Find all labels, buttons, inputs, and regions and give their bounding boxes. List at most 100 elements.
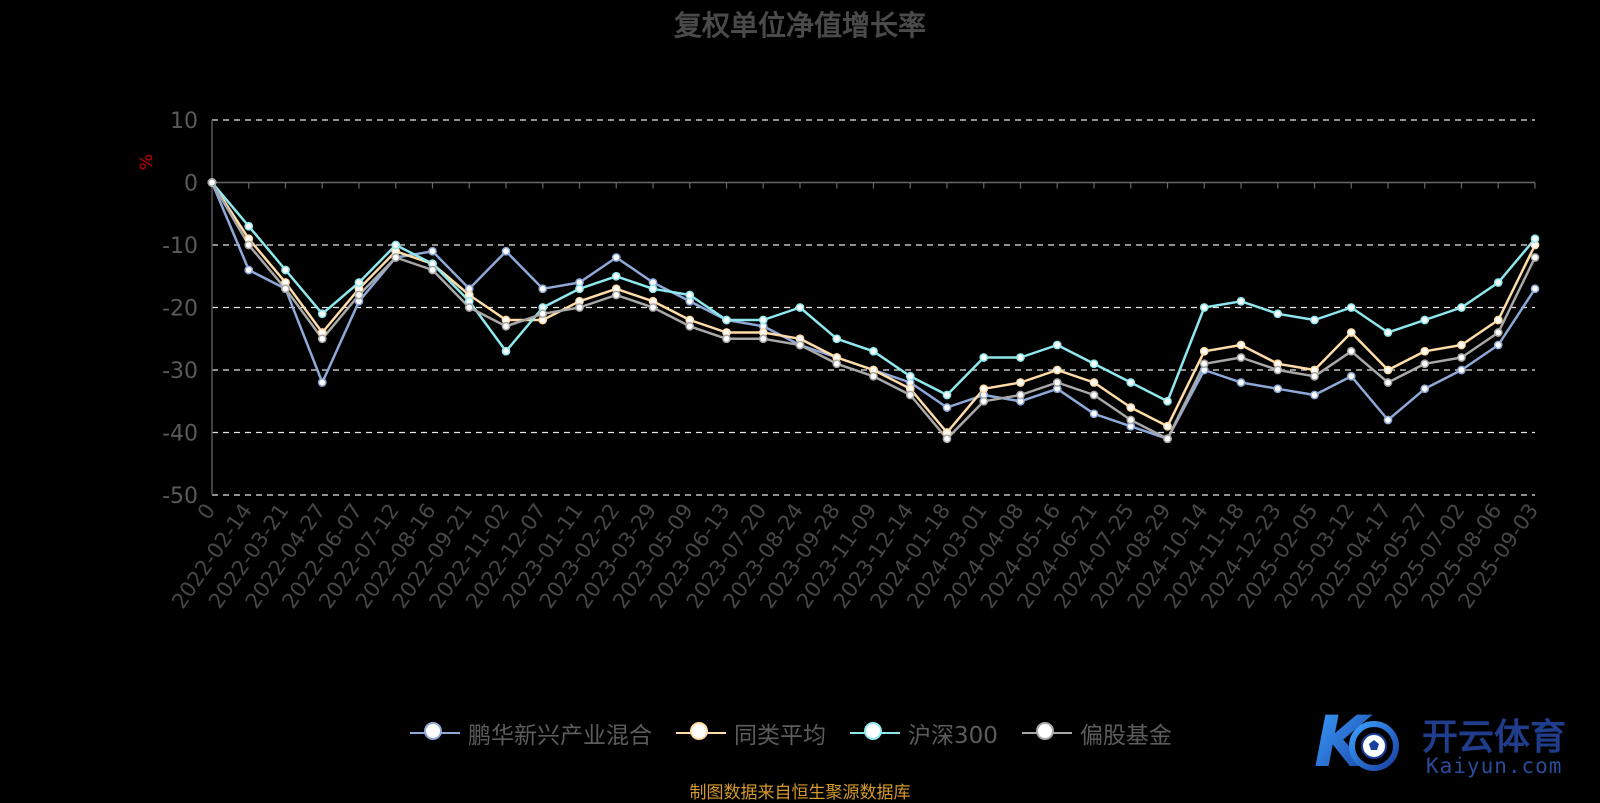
series-points [207, 178, 1540, 444]
data-point [1420, 359, 1430, 369]
data-point [538, 309, 548, 319]
legend-label: 偏股基金 [1079, 723, 1172, 749]
data-point [428, 246, 437, 256]
data-point [428, 265, 437, 275]
data-point [1236, 353, 1246, 362]
data-point [1493, 328, 1503, 337]
data-point [1310, 371, 1319, 381]
data-point [317, 378, 327, 387]
data-point [1383, 328, 1393, 337]
data-point [464, 303, 474, 312]
legend-item[interactable]: 同类平均 [676, 716, 826, 750]
data-point [575, 284, 584, 294]
data-point [1310, 390, 1319, 400]
data-point [281, 265, 290, 275]
source-note: 制图数据来自恒生聚源数据库 [689, 783, 911, 803]
data-point [758, 315, 768, 325]
legend-item[interactable]: 鹏华新兴产业混合 [410, 716, 652, 750]
data-point [244, 240, 254, 250]
watermark-subtext: Kaiyun.com [1426, 754, 1563, 778]
watermark-logo: K 开云体育 Kaiyun.com [1312, 700, 1592, 790]
data-point [501, 321, 511, 331]
data-point [1199, 303, 1209, 312]
data-point [758, 334, 768, 344]
data-point [1089, 378, 1099, 387]
data-point [1346, 371, 1356, 381]
data-point [648, 303, 658, 312]
watermark-text: 开云体育 [1422, 717, 1567, 758]
data-point [1199, 346, 1209, 356]
data-point [979, 384, 989, 394]
data-point [1457, 340, 1466, 350]
data-point [1126, 403, 1136, 412]
data-point [1163, 421, 1172, 431]
data-point [1089, 409, 1099, 419]
data-point [1346, 303, 1356, 312]
data-point [1236, 340, 1246, 350]
data-point [1016, 353, 1025, 362]
legend: 鹏华新兴产业混合 同类平均 沪深300 偏股基金 [410, 716, 1196, 750]
data-point [795, 303, 805, 312]
data-point [611, 290, 621, 300]
data-point [354, 278, 364, 287]
data-point [905, 390, 915, 400]
y-tick-labels: 10 0 -10 -20 -30 -40 -50 [162, 109, 198, 509]
data-point [1052, 340, 1062, 350]
grid-lines [211, 119, 1536, 496]
chart-title: 复权单位净值增长率 [673, 9, 926, 42]
data-point [979, 353, 989, 362]
legend-item[interactable]: 沪深300 [850, 716, 998, 750]
data-point [1530, 253, 1540, 262]
legend-swatch [1021, 722, 1072, 743]
data-point [1383, 415, 1393, 425]
data-point [942, 403, 952, 412]
data-point [611, 271, 621, 281]
legend-swatch [676, 722, 726, 743]
data-point [538, 284, 548, 294]
data-point [391, 240, 401, 250]
legend-label: 同类平均 [734, 723, 826, 749]
legend-swatch [850, 722, 900, 743]
data-point [1457, 303, 1466, 312]
line-chart: 10 0 -10 -20 -30 -40 -50 02022-02-142022-03-21… [137, 109, 1543, 613]
data-point [1457, 365, 1466, 375]
data-point [1493, 315, 1503, 325]
data-point [942, 434, 952, 444]
series-line-0 [210, 182, 1537, 441]
data-point [942, 390, 952, 400]
data-point [1273, 384, 1283, 394]
data-point [391, 253, 401, 262]
data-point [722, 315, 731, 325]
data-point [1089, 359, 1099, 369]
data-point [1530, 284, 1540, 294]
data-point [1346, 346, 1356, 356]
data-point [1052, 365, 1062, 375]
legend-label: 沪深300 [908, 723, 998, 749]
data-point [1273, 365, 1283, 375]
data-point [1493, 340, 1503, 350]
series-lines [210, 181, 1537, 441]
y-tick-label: -20 [162, 297, 198, 322]
legend-item[interactable]: 偏股基金 [1021, 716, 1172, 750]
data-point [685, 321, 695, 331]
data-point [1126, 415, 1136, 425]
data-point [611, 253, 621, 262]
data-point [1383, 365, 1393, 375]
data-point [1016, 390, 1025, 400]
data-point [832, 359, 842, 369]
data-point [869, 346, 878, 356]
data-point [575, 303, 584, 312]
x-tick-labels: 02022-02-142022-03-212022-04-272022-06-0… [167, 499, 1543, 613]
data-point [722, 334, 731, 344]
y-tick-label: -10 [162, 234, 198, 259]
data-point [317, 309, 327, 319]
data-point [795, 340, 805, 350]
data-point [501, 346, 511, 356]
data-point [869, 371, 878, 381]
data-point [1236, 296, 1246, 306]
data-point [1199, 359, 1209, 369]
data-point [244, 221, 254, 231]
data-point [1420, 384, 1430, 394]
data-point [1016, 378, 1025, 387]
y-tick-label: 0 [184, 172, 198, 197]
